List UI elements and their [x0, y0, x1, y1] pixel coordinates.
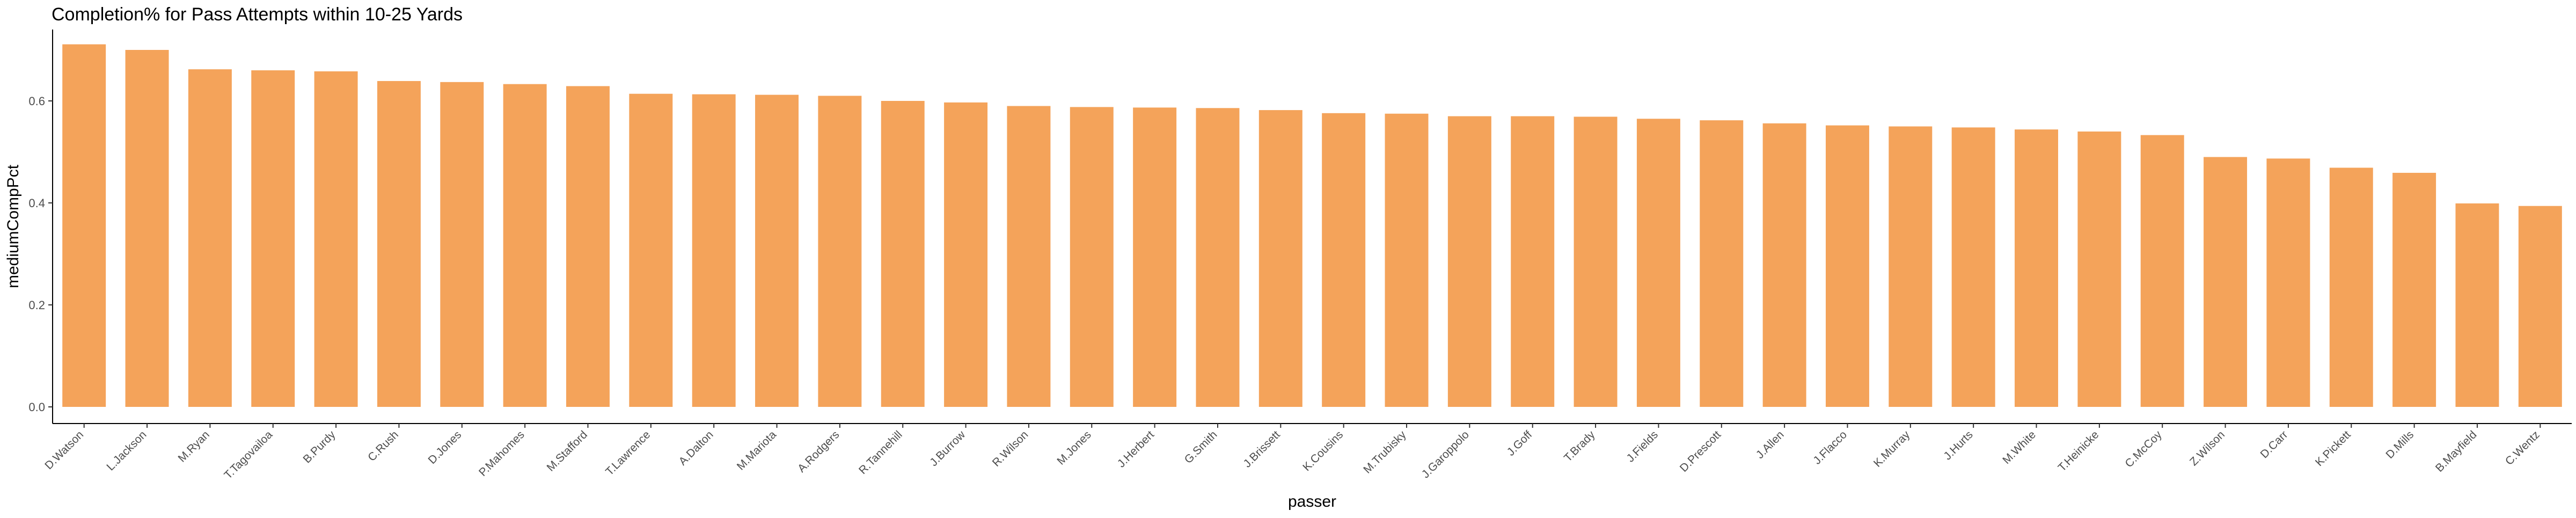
bar-c-wentz [2518, 206, 2562, 407]
y-axis: 0.0 0.2 0.4 0.6 [28, 30, 53, 424]
x-tick-label: M.Jones [1055, 428, 1093, 467]
x-tick-label: P.Mahomes [477, 428, 527, 479]
bar-k-pickett [2329, 167, 2373, 407]
bar-t-brady [1574, 116, 1618, 407]
bar-t-tagovailoa [251, 70, 295, 407]
x-axis-label: passer [1288, 493, 1336, 510]
bar-k-murray [1889, 126, 1933, 407]
bar-b-purdy [314, 71, 358, 407]
x-tick-label: D.Mills [2383, 428, 2416, 461]
x-tick-label: T.Tagovailoa [222, 428, 275, 481]
bar-a-dalton [692, 94, 736, 407]
bar-c-rush [377, 81, 421, 407]
x-tick-label: C.Wentz [2503, 428, 2542, 468]
x-tick-label: J.Brissett [1241, 428, 1283, 470]
y-tick-label: 0.0 [28, 400, 45, 414]
x-tick-label: R.Tannehill [857, 428, 905, 477]
bar-j-brissett [1258, 110, 1302, 407]
bar-m-jones [1070, 107, 1114, 407]
bar-a-rodgers [818, 96, 862, 407]
x-tick-label: D.Carr [2258, 428, 2290, 461]
x-tick-label: T.Lawrence [603, 428, 653, 478]
x-tick-label: M.Trubisky [1361, 428, 1409, 476]
bar-j-fields [1636, 119, 1680, 407]
bar-j-hurts [1951, 127, 1995, 407]
bar-j-herbert [1133, 107, 1177, 407]
x-tick-label: J.Flacco [1811, 428, 1849, 467]
bar-m-trubisky [1385, 113, 1429, 407]
bar-j-burrow [944, 102, 988, 407]
x-tick-label: B.Mayfield [2433, 428, 2479, 475]
y-tick-label: 0.4 [28, 196, 45, 210]
bars-group [62, 44, 2562, 407]
x-tick-label: J.Herbert [1115, 428, 1157, 470]
x-tick-label: M.Stafford [545, 428, 590, 473]
bar-g-smith [1196, 108, 1240, 407]
x-tick-label: J.Goff [1505, 428, 1535, 458]
x-tick-label: Z.Wilson [2187, 428, 2227, 468]
bar-j-allen [1762, 123, 1806, 407]
x-tick-label: T.Brady [1562, 428, 1598, 464]
y-axis-label: mediumCompPct [4, 164, 22, 288]
y-tick-label: 0.6 [28, 94, 45, 108]
x-tick-label: K.Pickett [2313, 428, 2353, 469]
x-tick-label: D.Prescott [1678, 428, 1724, 475]
bar-d-carr [2266, 158, 2310, 407]
x-tick-label: C.Rush [365, 428, 401, 464]
x-tick-label: R.Wilson [990, 428, 1031, 469]
bar-m-mariota [755, 94, 799, 407]
bar-b-mayfield [2455, 203, 2499, 407]
x-tick-label: A.Rodgers [795, 428, 841, 475]
bar-t-lawrence [629, 93, 673, 407]
x-tick-label: J.Allen [1754, 428, 1787, 461]
chart-title: Completion% for Pass Attempts within 10-… [52, 4, 463, 25]
x-tick-label: J.Fields [1624, 428, 1660, 464]
x-tick-label: C.McCoy [2123, 428, 2164, 470]
bar-d-jones [440, 82, 484, 407]
bar-m-white [2015, 129, 2059, 407]
bar-z-wilson [2204, 157, 2248, 407]
y-tick-label: 0.2 [28, 298, 45, 312]
x-tick-label: D.Jones [426, 428, 464, 466]
bar-p-mahomes [503, 84, 547, 407]
x-tick-label: L.Jackson [104, 428, 149, 473]
x-tick-label: J.Hurts [1941, 428, 1975, 462]
x-tick-label: M.Mariota [735, 428, 779, 472]
bar-d-mills [2392, 172, 2436, 407]
bar-j-flacco [1825, 125, 1869, 407]
x-tick-label: T.Heinicke [2056, 428, 2102, 474]
bar-m-stafford [566, 86, 610, 407]
x-tick-label: M.White [2000, 428, 2038, 466]
bar-c-mccoy [2140, 135, 2184, 407]
x-tick-label: B.Purdy [301, 428, 338, 465]
x-tick-label: J.Burrow [927, 428, 968, 469]
x-tick-label: K.Cousins [1300, 428, 1345, 473]
bar-r-tannehill [881, 101, 925, 407]
x-axis: D.Watson L.Jackson M.Ryan T.Tagovailoa B.Pur… [42, 423, 2572, 481]
bar-m-ryan [188, 69, 232, 407]
bar-j-garoppolo [1447, 116, 1491, 407]
x-tick-label: J.Garoppolo [1419, 428, 1472, 480]
x-tick-label: G.Smith [1182, 428, 1220, 466]
x-tick-label: D.Watson [42, 428, 86, 472]
bar-l-jackson [125, 50, 169, 407]
x-tick-label: K.Murray [1871, 428, 1913, 470]
x-tick-label: A.Dalton [676, 428, 715, 468]
bar-k-cousins [1322, 113, 1366, 407]
bar-d-prescott [1700, 120, 1744, 407]
bar-d-watson [62, 44, 106, 407]
bar-t-heinicke [2077, 132, 2121, 407]
x-tick-label: M.Ryan [175, 428, 211, 464]
bar-j-goff [1511, 116, 1555, 407]
bar-r-wilson [1007, 106, 1051, 407]
